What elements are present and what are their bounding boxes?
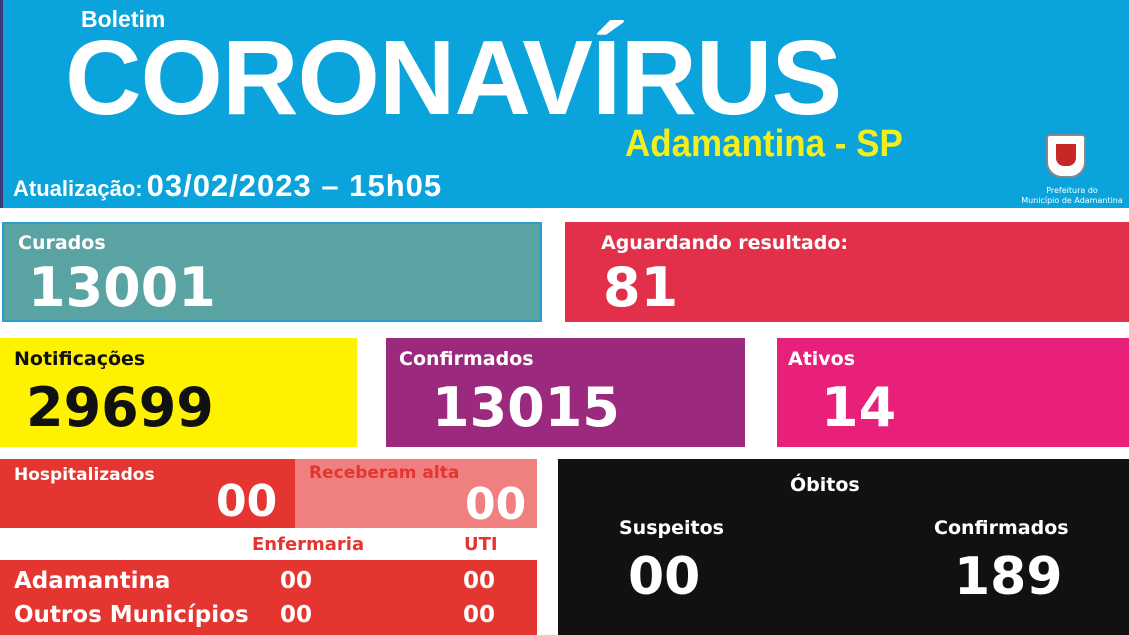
uti-header: UTI [464, 534, 498, 555]
notificacoes-label: Notificações [14, 348, 146, 370]
row-uti: 00 [463, 602, 496, 628]
notificacoes-value: 29699 [26, 376, 214, 439]
logo-text-line: Município de Adamantina [1021, 196, 1123, 205]
suspeitos-label: Suspeitos [619, 517, 724, 539]
row-uti: 00 [463, 568, 496, 594]
alta-label: Receberam alta [309, 463, 460, 483]
suspeitos-value: 00 [628, 547, 701, 607]
ativos-label: Ativos [788, 348, 856, 370]
hospitalizados-value: 00 [216, 476, 278, 527]
curados-value: 13001 [28, 256, 216, 319]
alta-value: 00 [465, 479, 527, 530]
confirmados-card: Confirmados 13015 [386, 338, 745, 447]
curados-label: Curados [18, 232, 106, 254]
curados-card: Curados 13001 [2, 222, 542, 322]
kicker: Boletim [81, 6, 166, 32]
page-title: CORONAVÍRUS [65, 19, 842, 137]
aguardando-value: 81 [603, 256, 679, 319]
hospital-table: Adamantina 00 00 Outros Municípios 00 00 [0, 560, 537, 635]
city-name: Adamantina - SP [625, 123, 903, 165]
ativos-card: Ativos 14 [777, 338, 1129, 447]
obitos-confirmados-label: Confirmados [934, 517, 1069, 539]
obitos-title: Óbitos [790, 474, 860, 496]
enfermaria-header: Enfermaria [252, 534, 365, 555]
hospitalizados-card: Hospitalizados 00 [0, 459, 295, 528]
confirmados-value: 13015 [432, 376, 620, 439]
logo-text-line: Prefeitura do [1046, 186, 1098, 195]
hospitalizados-label: Hospitalizados [14, 465, 155, 485]
ativos-value: 14 [821, 376, 897, 439]
obitos-confirmados-value: 189 [954, 547, 1063, 607]
row-name: Outros Municípios [14, 602, 249, 628]
header-banner: Boletim CORONAVÍRUS Adamantina - SP Atua… [0, 0, 1129, 208]
alta-card: Receberam alta 00 [295, 459, 537, 528]
municipal-crest-icon [1046, 134, 1086, 178]
aguardando-label: Aguardando resultado: [601, 232, 848, 254]
row-enfermaria: 00 [280, 568, 313, 594]
update-value: 03/02/2023 – 15h05 [146, 168, 443, 203]
update-timestamp: Atualização: 03/02/2023 – 15h05 [13, 168, 442, 210]
confirmados-label: Confirmados [399, 348, 534, 370]
row-enfermaria: 00 [280, 602, 313, 628]
logo-text: Prefeitura do Município de Adamantina [1013, 186, 1129, 206]
notificacoes-card: Notificações 29699 [0, 338, 357, 447]
update-label: Atualização: [13, 176, 143, 201]
obitos-card: Óbitos Suspeitos 00 Confirmados 189 [558, 459, 1129, 635]
aguardando-card: Aguardando resultado: 81 [565, 222, 1129, 322]
row-name: Adamantina [14, 568, 171, 594]
